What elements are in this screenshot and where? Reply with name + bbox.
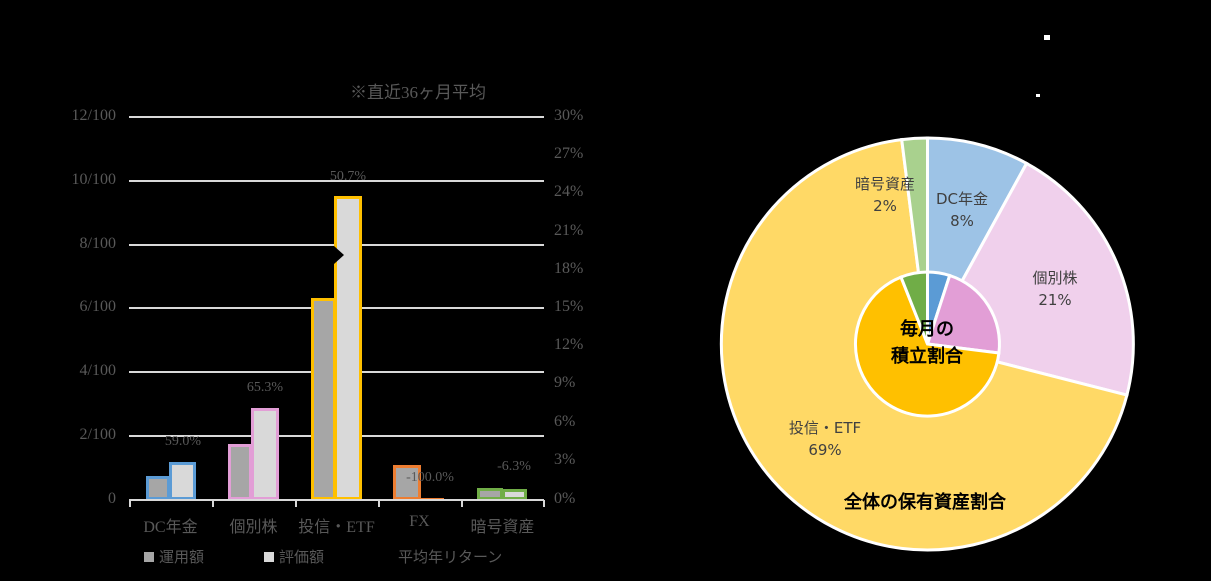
gridline: [129, 180, 544, 182]
legend-swatch-icon: [144, 551, 154, 562]
category-label: DC年金: [143, 519, 198, 536]
pie-label-funds: 投信・ETF 69%: [788, 419, 862, 459]
bar-dc-invested: [146, 476, 170, 500]
inner-slice-stocks: [925, 273, 1001, 355]
pie-label-crypto: 暗号資産 2%: [854, 175, 915, 215]
outer-pie-title: 全体の保有資産割合: [844, 492, 1006, 513]
y-right-tick: 15%: [554, 298, 584, 315]
bar-crypto-valuation: [502, 489, 527, 500]
y-right-tick: 27%: [554, 145, 584, 162]
legend-valuation: 評価額: [264, 546, 324, 567]
x-axis-tick: [543, 500, 545, 507]
category-label: FX: [409, 513, 430, 530]
pie-label-dc: DC年金 8%: [935, 190, 989, 230]
y-left-tick: 2/100: [79, 426, 116, 443]
return-label: 59.0%: [164, 434, 202, 449]
y-left-tick: 12/100: [71, 107, 116, 124]
bar-fx-invested: [393, 465, 421, 500]
bar-dc-valuation: [169, 462, 196, 500]
y-left-tick: 4/100: [79, 362, 116, 379]
y-right-tick: 9%: [554, 374, 576, 391]
y-left-tick: 0: [108, 490, 116, 507]
x-axis-tick: [129, 500, 131, 507]
bar-stocks-invested: [228, 444, 252, 500]
y-right-tick: 21%: [554, 222, 584, 239]
y-right-tick: 30%: [554, 107, 584, 124]
bar-stocks-valuation: [251, 408, 279, 500]
inner-pie-title: 毎月の 積立割合: [891, 319, 963, 367]
return-label: -100.0%: [406, 470, 454, 485]
legend-invested: 運用額: [144, 546, 204, 567]
y-left-tick: 6/100: [79, 298, 116, 315]
x-axis-tick: [461, 500, 463, 507]
x-axis-tick: [378, 500, 380, 507]
y-right-tick: 24%: [554, 183, 584, 200]
return-label: -6.3%: [497, 459, 531, 474]
return-label: 50.7%: [329, 169, 367, 184]
y-right-tick: 6%: [554, 413, 576, 430]
return-label: 65.3%: [246, 380, 284, 395]
inner-slice-funds: [853, 275, 1001, 418]
y-left-tick: 8/100: [79, 235, 116, 252]
pointer-marker-icon: [334, 246, 344, 264]
y-right-tick: 3%: [554, 451, 576, 468]
legend-return: 平均年リターン: [398, 550, 503, 566]
y-left-tick: 10/100: [71, 171, 116, 188]
gridline: [129, 116, 544, 118]
y-right-tick: 0%: [554, 490, 576, 507]
category-label: 投信・ETF: [298, 519, 375, 536]
x-axis-tick: [212, 500, 214, 507]
category-label: 個別株: [229, 519, 278, 536]
category-label: 暗号資産: [470, 519, 535, 536]
marker-dot: [1036, 94, 1040, 97]
legend-swatch-icon: [264, 551, 274, 562]
bar-crypto-invested: [477, 488, 503, 500]
x-axis-tick: [295, 500, 297, 507]
marker-dot: [1044, 35, 1050, 40]
pie-label-stocks: 個別株 21%: [1032, 269, 1078, 309]
y-right-tick: 18%: [554, 260, 584, 277]
x-axis-line: [129, 499, 544, 501]
inner-slice-crypto: [899, 270, 929, 345]
y-right-tick: 12%: [554, 336, 584, 353]
chart-annotation: ※直近36ヶ月平均: [350, 83, 486, 102]
